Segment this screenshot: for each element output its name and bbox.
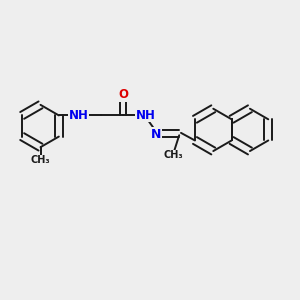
Text: O: O: [118, 88, 128, 101]
Text: NH: NH: [69, 109, 88, 122]
Text: CH₃: CH₃: [31, 155, 50, 165]
Text: CH₃: CH₃: [164, 150, 184, 161]
Text: NH: NH: [136, 109, 156, 122]
Text: N: N: [151, 128, 161, 141]
